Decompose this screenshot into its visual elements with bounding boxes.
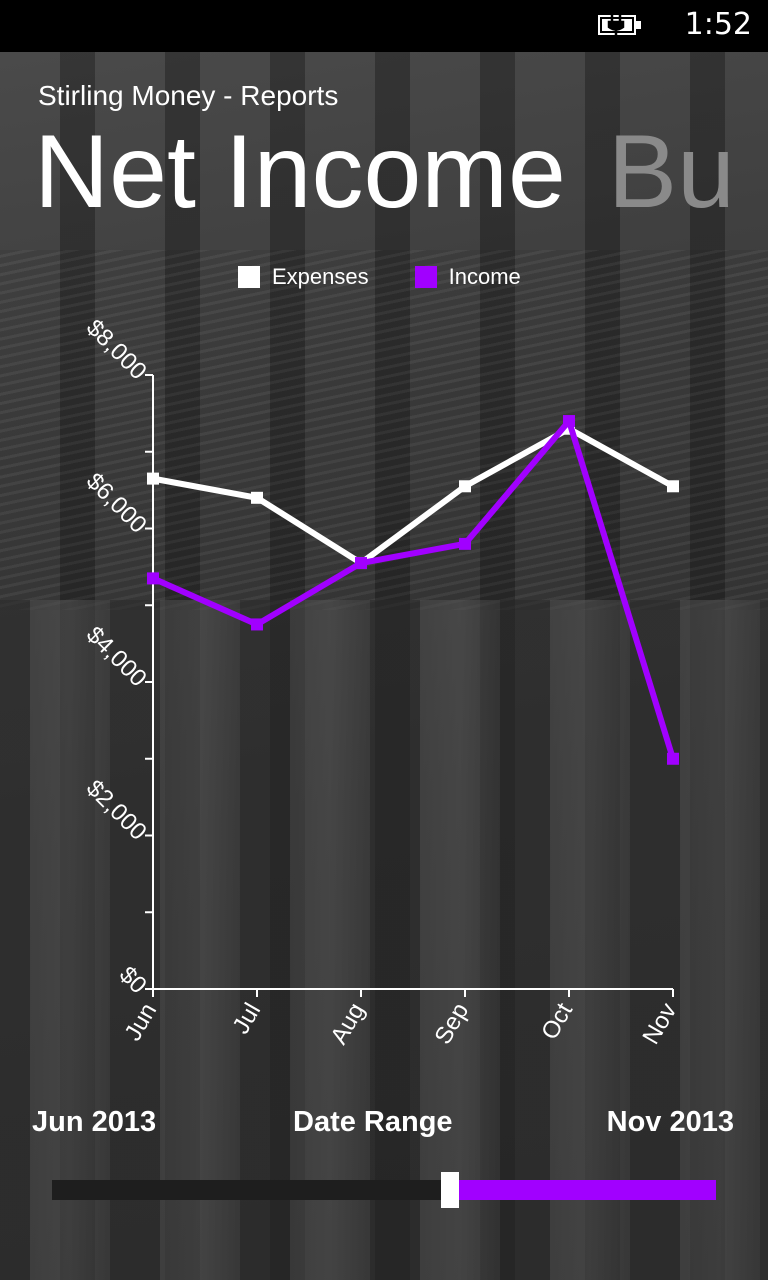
series-line-expenses: [152, 425, 675, 567]
x-tick-label: Jun: [119, 999, 162, 1046]
pivot-item-net-income[interactable]: Net Income: [34, 114, 566, 230]
x-tick-label: Sep: [429, 999, 474, 1049]
data-point-income: [459, 537, 471, 550]
pivot-item-next[interactable]: Bu: [607, 114, 735, 230]
data-point-income: [147, 572, 159, 585]
x-tick-label: Aug: [325, 999, 370, 1049]
data-point-income: [563, 415, 575, 428]
data-point-income: [251, 618, 263, 631]
data-point-expenses: [667, 480, 679, 493]
legend-item-income: Income: [414, 264, 521, 290]
y-tick-label: $2,000: [81, 775, 152, 846]
data-point-income: [355, 557, 367, 570]
x-tick-label: Jul: [227, 999, 266, 1039]
legend-swatch-income: [414, 266, 437, 288]
legend-label-income: Income: [448, 264, 521, 289]
app-title: Stirling Money - Reports: [38, 80, 339, 111]
x-tick-label: Oct: [536, 998, 578, 1044]
data-point-expenses: [459, 480, 471, 493]
pivot-header: Net Income Bu: [34, 112, 735, 232]
charging-battery-icon: [598, 15, 641, 36]
x-tick-label: Nov: [637, 999, 682, 1049]
legend-label-expenses: Expenses: [272, 264, 369, 289]
y-tick-label: $4,000: [81, 621, 152, 692]
slider-thumb[interactable]: [441, 1172, 460, 1208]
legend-item-expenses: Expenses: [238, 264, 369, 290]
y-tick-label: $6,000: [81, 468, 152, 539]
y-tick-label: $8,000: [81, 314, 152, 385]
date-range-end: Nov 2013: [606, 1106, 734, 1138]
data-point-expenses: [147, 472, 159, 485]
chart-legend: Expenses Income: [238, 264, 521, 290]
net-income-line-chart: $0 $2,000 $4,000 $6,000 $8,000 Jun Jul Aug Sep Oc…: [81, 314, 682, 1049]
data-point-expenses: [251, 491, 263, 504]
date-range-title: Date Range: [293, 1106, 453, 1138]
status-bar: 1:52: [0, 0, 768, 52]
series-line-income: [151, 418, 676, 760]
data-point-income: [667, 752, 679, 765]
y-tick-label: $0: [114, 961, 152, 999]
date-range-labels: Jun 2013 Date Range Nov 2013: [0, 1106, 768, 1146]
background-columns: [0, 600, 768, 1280]
background-frieze: [0, 250, 768, 610]
date-range-slider[interactable]: [52, 1172, 716, 1208]
legend-swatch-expenses: [238, 266, 260, 288]
date-range-start: Jun 2013: [32, 1106, 157, 1138]
clock: 1:52: [684, 7, 752, 42]
slider-selected-range: [459, 1180, 716, 1200]
